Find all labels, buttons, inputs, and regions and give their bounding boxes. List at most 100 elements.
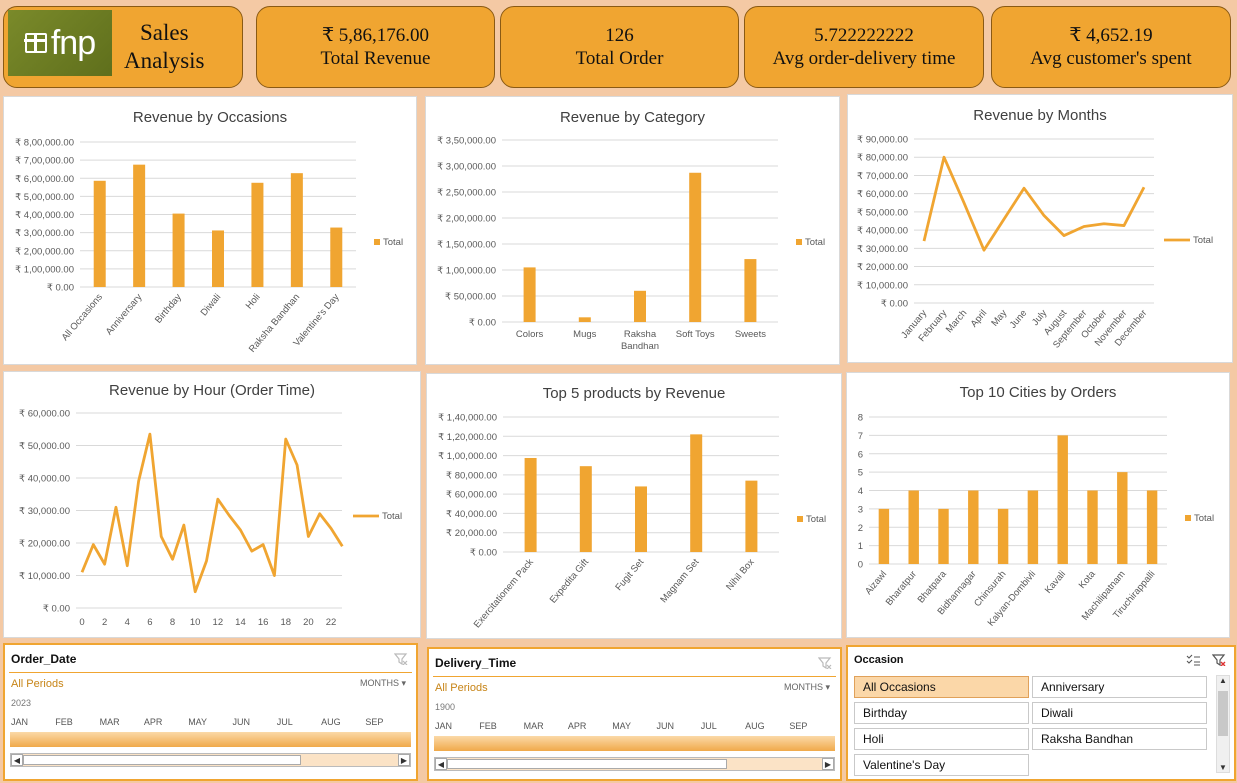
bar — [1057, 435, 1068, 564]
y-tick-label: ₹ 2,00,000.00 — [15, 246, 74, 257]
y-tick-label: ₹ 90,000.00 — [857, 135, 908, 146]
month-label[interactable]: JAN — [11, 717, 29, 727]
month-label[interactable]: MAR — [99, 717, 120, 727]
slicer-order-date[interactable]: Order_Date All Periods MONTHS ▾ 2023 JAN… — [3, 643, 418, 781]
title-line-2: Analysis — [124, 48, 205, 73]
month-label[interactable]: FEB — [55, 717, 73, 727]
month-label[interactable]: MAY — [188, 717, 208, 727]
scroll-thumb[interactable] — [23, 755, 301, 765]
list-scrollbar[interactable]: ▲ ▼ — [1216, 675, 1230, 773]
occasion-item[interactable]: All Occasions — [854, 676, 1029, 698]
month-label[interactable]: JUN — [232, 717, 251, 727]
bar — [634, 290, 646, 322]
y-tick-label: ₹ 2,50,000.00 — [437, 188, 496, 199]
month-label[interactable]: AUG — [321, 717, 341, 727]
y-tick-label: ₹ 3,50,000.00 — [437, 136, 496, 147]
timeline-scrollbar[interactable]: ◀ ▶ — [10, 753, 411, 767]
time-level-dropdown[interactable]: MONTHS ▾ — [783, 682, 830, 692]
month-label[interactable]: MAR — [523, 721, 544, 731]
x-tick-label: Holi — [244, 292, 263, 312]
month-label[interactable]: JAN — [435, 721, 453, 731]
chart-revenue-by-occasions[interactable]: Revenue by Occasions ₹ 0.00 ₹ 1,00,000.00 ₹… — [3, 96, 417, 365]
y-tick-label: ₹ 0.00 — [470, 548, 497, 559]
all-periods-label: All Periods — [435, 682, 488, 694]
kpi-label: Total Revenue — [320, 48, 431, 69]
chart-top-cities[interactable]: Top 10 Cities by Orders 0 1 2 3 4 5 6 7 8 Aizawl Bh… — [846, 372, 1230, 638]
chart-revenue-by-months[interactable]: Revenue by Months ₹ 0.00 ₹ 10,000.00 ₹ 20,0… — [847, 94, 1233, 363]
month-label[interactable]: MAY — [612, 721, 632, 731]
x-tick-label: Nihil Box — [724, 557, 757, 593]
clear-filter-icon[interactable] — [1212, 654, 1226, 666]
y-tick-label: ₹ 3,00,000.00 — [437, 162, 496, 173]
x-tick-label: Aizawl — [863, 569, 889, 597]
bar — [635, 486, 647, 552]
occasion-item[interactable]: Anniversary — [1032, 676, 1207, 698]
kpi-label: Avg customer's spent — [1030, 48, 1192, 69]
month-label[interactable]: JUL — [276, 717, 293, 727]
timeline-bar[interactable] — [10, 732, 411, 747]
month-label[interactable]: APR — [567, 721, 587, 731]
kpi-total-revenue: ₹ 5,86,176.00 Total Revenue — [256, 6, 495, 88]
scroll-thumb[interactable] — [1218, 691, 1228, 736]
month-label[interactable]: AUG — [745, 721, 765, 731]
month-label[interactable]: APR — [143, 717, 163, 727]
month-label[interactable]: SEP — [789, 721, 808, 731]
chart-revenue-by-category[interactable]: Revenue by Category ₹ 0.00 ₹ 50,000.00 ₹ 1,… — [425, 96, 840, 365]
month-label[interactable]: SEP — [365, 717, 384, 727]
divider — [433, 676, 836, 677]
chart-top-products[interactable]: Top 5 products by Revenue ₹ 0.00 ₹ 20,000.… — [426, 373, 842, 639]
kpi-label: Total Order — [575, 48, 664, 69]
bar — [172, 213, 185, 287]
y-tick-label: ₹ 4,00,000.00 — [15, 210, 74, 221]
slicer-title: Order_Date — [11, 652, 77, 666]
y-tick-label: ₹ 30,000.00 — [19, 506, 70, 517]
chart-title: Revenue by Hour (Order Time) — [109, 382, 315, 399]
series-line — [80, 432, 344, 594]
scroll-right-button[interactable]: ▶ — [822, 758, 834, 770]
x-tick-label: Sweets — [735, 329, 766, 340]
timeline-bar[interactable] — [434, 736, 835, 751]
scroll-left-button[interactable]: ◀ — [11, 754, 23, 766]
month-label[interactable]: JUL — [700, 721, 717, 731]
month-label[interactable]: JUN — [656, 721, 675, 731]
x-tick-label: 20 — [303, 617, 314, 628]
y-tick-label: 8 — [858, 413, 863, 424]
occasion-item[interactable]: Raksha Bandhan — [1032, 728, 1207, 750]
bar — [251, 182, 264, 287]
clear-filter-icon[interactable] — [394, 653, 408, 665]
kpi-value: 5.722222222 — [814, 25, 914, 46]
chart-title: Revenue by Category — [559, 109, 706, 126]
y-tick-label: ₹ 7,00,000.00 — [15, 156, 74, 167]
y-tick-label: ₹ 20,000.00 — [19, 539, 70, 550]
scroll-down-icon[interactable]: ▼ — [1219, 763, 1227, 772]
bar — [908, 490, 919, 564]
y-tick-label: ₹ 40,000.00 — [446, 509, 497, 520]
slicer-occasion[interactable]: Occasion All Occasions Anniversary Birthda… — [846, 645, 1236, 781]
kpi-total-order: 126 Total Order — [500, 6, 739, 88]
chart-revenue-by-hour[interactable]: Revenue by Hour (Order Time) ₹ 0.00 ₹ 10,0… — [3, 371, 421, 638]
y-tick-label: 4 — [858, 486, 863, 497]
multi-select-icon[interactable] — [1186, 654, 1200, 666]
y-tick-label: 1 — [858, 541, 863, 552]
y-tick-label: 5 — [858, 468, 863, 479]
scroll-up-icon[interactable]: ▲ — [1219, 676, 1227, 685]
occasion-item[interactable]: Holi — [854, 728, 1029, 750]
time-level-dropdown[interactable]: MONTHS ▾ — [359, 678, 406, 688]
y-tick-label: 3 — [858, 504, 863, 515]
scroll-left-button[interactable]: ◀ — [435, 758, 447, 770]
scroll-right-button[interactable]: ▶ — [398, 754, 410, 766]
timeline-scrollbar[interactable]: ◀ ▶ — [434, 757, 835, 771]
kpi-avg-delivery-time: 5.722222222 Avg order-delivery time — [744, 6, 984, 88]
occasion-item[interactable]: Valentine's Day — [854, 754, 1029, 776]
month-label[interactable]: FEB — [479, 721, 497, 731]
legend-label: Total — [382, 511, 402, 522]
occasion-item[interactable]: Diwali — [1032, 702, 1207, 724]
legend-label: Total — [806, 514, 826, 525]
clear-filter-icon[interactable] — [818, 657, 832, 669]
y-tick-label: ₹ 1,00,000.00 — [15, 264, 74, 275]
gift-icon — [23, 33, 47, 53]
y-tick-label: ₹ 6,00,000.00 — [15, 174, 74, 185]
slicer-delivery-time[interactable]: Delivery_Time All Periods MONTHS ▾ 1900 … — [427, 647, 842, 781]
occasion-item[interactable]: Birthday — [854, 702, 1029, 724]
scroll-thumb[interactable] — [447, 759, 727, 769]
